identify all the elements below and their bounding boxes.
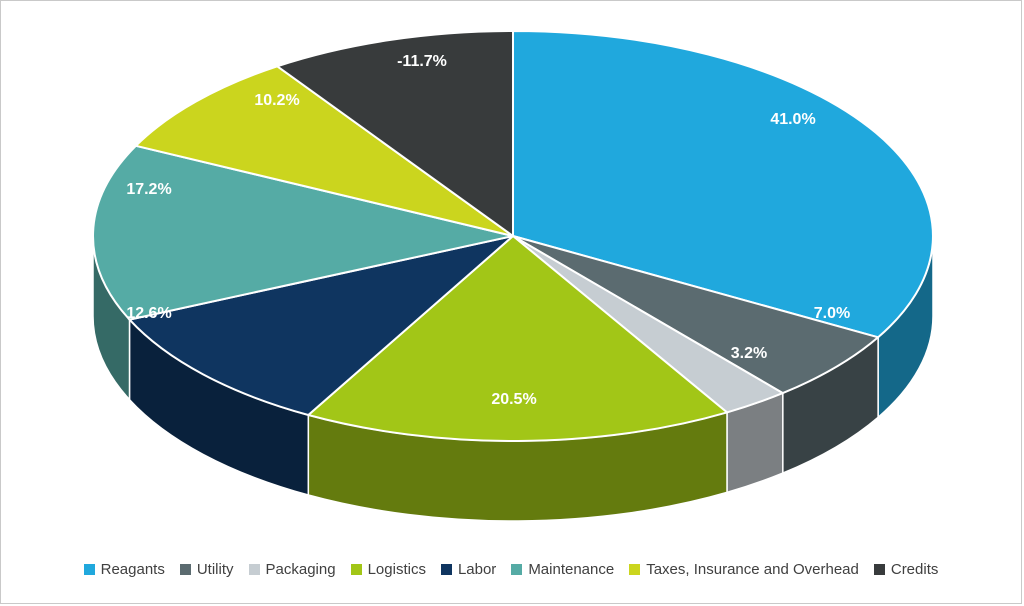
pie-chart: 41.0% 7.0% 3.2% 20.5% 12.6% 17.2% 10.2% -11.7% xyxy=(92,30,934,522)
legend-label: Packaging xyxy=(265,561,336,578)
pie-slice-reagants[interactable] xyxy=(512,30,934,339)
legend-label: Credits xyxy=(890,561,939,578)
pie-slice-logistics[interactable] xyxy=(307,235,728,442)
data-label-utility: 7.0% xyxy=(814,305,850,322)
legend-item-taxes-insurance-and-overhead[interactable]: Taxes, Insurance and Overhead xyxy=(629,561,859,578)
legend-swatch-icon xyxy=(179,564,191,575)
legend-swatch-icon xyxy=(83,564,95,575)
legend-swatch-icon xyxy=(440,564,452,575)
legend-item-packaging[interactable]: Packaging xyxy=(248,561,336,578)
pie-slice-credits[interactable] xyxy=(276,30,514,237)
data-label-taxes-insurance-and-overhead: 10.2% xyxy=(254,92,299,109)
legend-item-reagants[interactable]: Reagants xyxy=(83,561,165,578)
data-label-logistics: 20.5% xyxy=(491,391,536,408)
pie-slice-labor[interactable] xyxy=(128,235,514,416)
data-label-packaging: 3.2% xyxy=(731,345,767,362)
legend-label: Maintenance xyxy=(528,561,615,578)
legend-label: Logistics xyxy=(367,561,426,578)
legend-label: Labor xyxy=(457,561,497,578)
pie-slice-taxes-insurance-and-overhead[interactable] xyxy=(134,65,514,237)
data-label-labor: 12.6% xyxy=(126,305,171,322)
legend-label: Taxes, Insurance and Overhead xyxy=(646,561,859,578)
data-label-credits: -11.7% xyxy=(397,53,447,70)
legend: Reagants Utility Packaging Logistics Labor Ma… xyxy=(1,561,1021,578)
legend-swatch-icon xyxy=(248,564,260,575)
legend-swatch-icon xyxy=(511,564,523,575)
legend-item-utility[interactable]: Utility xyxy=(179,561,234,578)
legend-swatch-icon xyxy=(873,564,885,575)
legend-swatch-icon xyxy=(350,564,362,575)
legend-item-credits[interactable]: Credits xyxy=(873,561,939,578)
pie-slice-maintenance[interactable] xyxy=(92,144,514,321)
legend-item-maintenance[interactable]: Maintenance xyxy=(511,561,614,578)
pie-slice-utility[interactable] xyxy=(512,235,880,395)
legend-label: Reagants xyxy=(100,561,165,578)
legend-item-labor[interactable]: Labor xyxy=(440,561,497,578)
legend-label: Utility xyxy=(196,561,234,578)
legend-item-logistics[interactable]: Logistics xyxy=(350,561,426,578)
data-label-reagants: 41.0% xyxy=(770,111,815,128)
data-label-maintenance: 17.2% xyxy=(126,181,171,198)
legend-swatch-icon xyxy=(629,564,641,575)
